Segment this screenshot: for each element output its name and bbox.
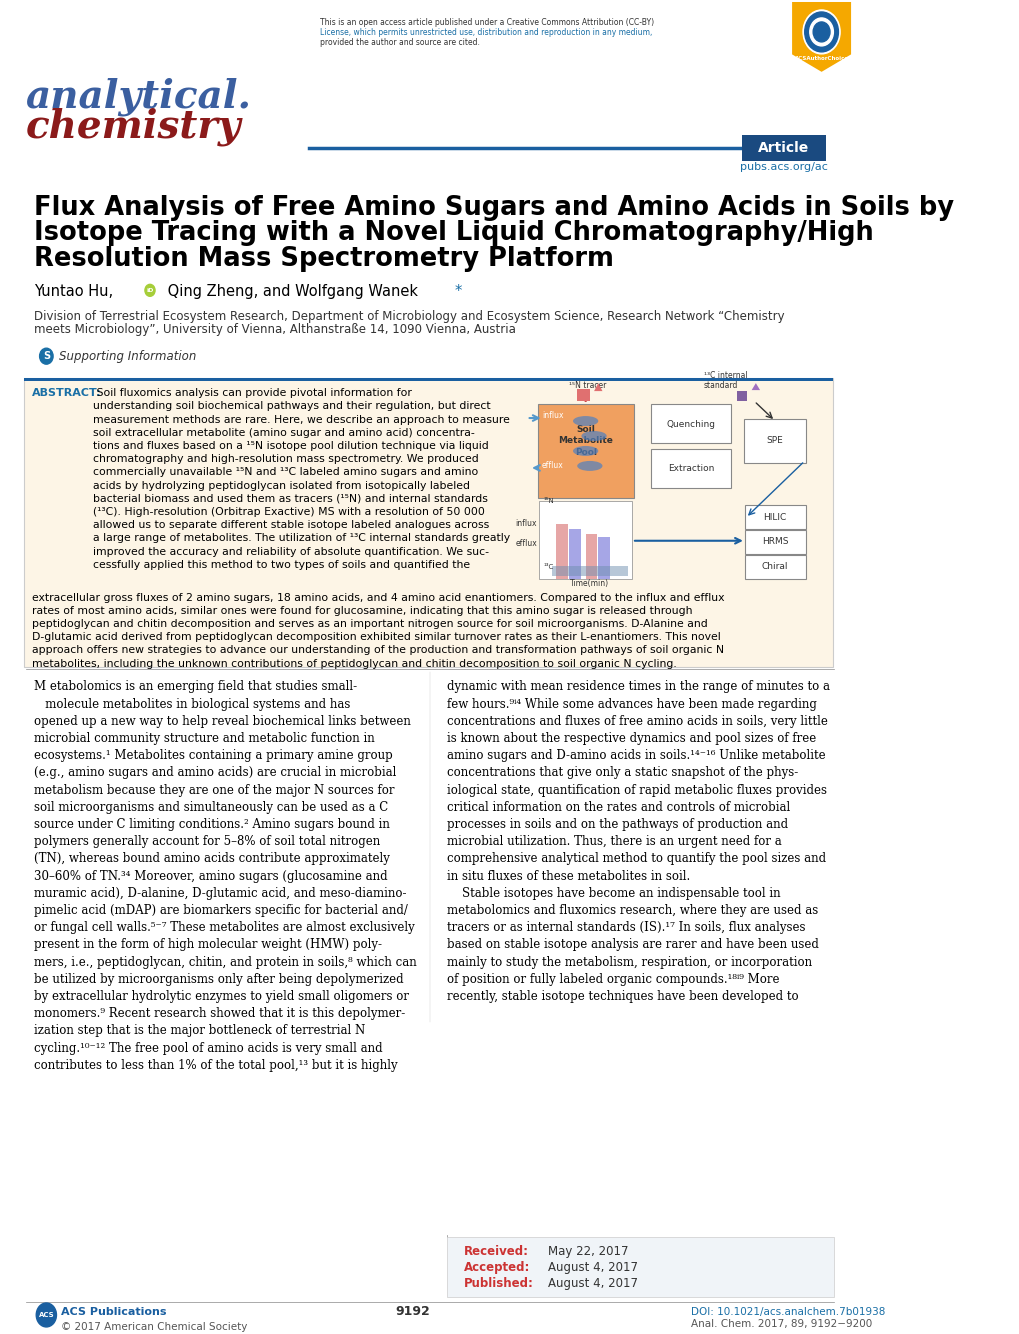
Text: Division of Terrestrial Ecosystem Research, Department of Microbiology and Ecosy: Division of Terrestrial Ecosystem Resear… bbox=[34, 311, 784, 323]
Text: May 22, 2017: May 22, 2017 bbox=[547, 1245, 628, 1258]
Circle shape bbox=[804, 12, 838, 52]
Text: iD: iD bbox=[146, 288, 154, 293]
Bar bbox=[23, 378, 832, 382]
Text: Received:: Received: bbox=[463, 1245, 528, 1258]
Circle shape bbox=[37, 1303, 56, 1327]
Bar bbox=[551, 566, 627, 576]
Text: influx: influx bbox=[516, 519, 537, 528]
Polygon shape bbox=[792, 1, 850, 72]
Bar bbox=[598, 536, 609, 579]
Text: dynamic with mean residence times in the range of minutes to a
few hours.⁹ⁱ⁴ Whi: dynamic with mean residence times in the… bbox=[446, 680, 828, 1003]
Text: ACS: ACS bbox=[39, 1311, 54, 1318]
FancyBboxPatch shape bbox=[446, 1237, 834, 1297]
Text: efflux: efflux bbox=[516, 539, 537, 548]
FancyBboxPatch shape bbox=[651, 450, 730, 488]
Text: efflux: efflux bbox=[541, 462, 564, 470]
Text: Extraction: Extraction bbox=[667, 464, 713, 474]
Text: Published:: Published: bbox=[463, 1277, 533, 1290]
Text: *: * bbox=[454, 284, 462, 299]
Circle shape bbox=[812, 21, 829, 41]
Bar bbox=[737, 391, 747, 402]
Text: Anal. Chem. 2017, 89, 9192−9200: Anal. Chem. 2017, 89, 9192−9200 bbox=[690, 1319, 871, 1329]
FancyBboxPatch shape bbox=[744, 555, 805, 579]
Text: ACS Publications: ACS Publications bbox=[60, 1307, 166, 1317]
Text: provided the author and source are cited.: provided the author and source are cited… bbox=[320, 37, 480, 47]
FancyBboxPatch shape bbox=[651, 404, 730, 443]
Text: Chiral: Chiral bbox=[761, 562, 788, 571]
Text: Supporting Information: Supporting Information bbox=[59, 351, 197, 363]
Text: influx: influx bbox=[541, 411, 562, 420]
Text: Resolution Mass Spectrometry Platform: Resolution Mass Spectrometry Platform bbox=[34, 247, 613, 272]
Text: ACSAuthorChoice: ACSAuthorChoice bbox=[794, 56, 848, 61]
Polygon shape bbox=[593, 383, 602, 391]
Text: Soil
Metabolite
Pool: Soil Metabolite Pool bbox=[557, 426, 612, 456]
Text: License, which permits unrestricted use, distribution and reproduction in any me: License, which permits unrestricted use,… bbox=[320, 28, 652, 37]
Circle shape bbox=[809, 17, 833, 45]
Text: chemistry: chemistry bbox=[25, 108, 240, 147]
Ellipse shape bbox=[573, 446, 598, 456]
FancyBboxPatch shape bbox=[744, 504, 805, 528]
Text: S: S bbox=[43, 351, 50, 362]
FancyBboxPatch shape bbox=[537, 404, 633, 498]
Text: Soil fluxomics analysis can provide pivotal information for
understanding soil b: Soil fluxomics analysis can provide pivo… bbox=[93, 388, 510, 570]
Text: meets Microbiology”, University of Vienna, Althanstraße 14, 1090 Vienna, Austria: meets Microbiology”, University of Vienn… bbox=[34, 323, 515, 336]
Circle shape bbox=[145, 284, 155, 296]
Text: DOI: 10.1021/acs.analchem.7b01938: DOI: 10.1021/acs.analchem.7b01938 bbox=[690, 1307, 884, 1317]
FancyBboxPatch shape bbox=[741, 135, 825, 160]
Text: M etabolomics is an emerging field that studies small-
   molecule metabolites i: M etabolomics is an emerging field that … bbox=[34, 680, 416, 1071]
Text: extracellular gross fluxes of 2 amino sugars, 18 amino acids, and 4 amino acid e: extracellular gross fluxes of 2 amino su… bbox=[32, 592, 723, 668]
Text: HILIC: HILIC bbox=[763, 514, 786, 523]
FancyBboxPatch shape bbox=[743, 419, 806, 463]
Text: ¹⁵N: ¹⁵N bbox=[543, 498, 553, 504]
Ellipse shape bbox=[573, 416, 598, 426]
Circle shape bbox=[802, 9, 840, 53]
Text: 9192: 9192 bbox=[395, 1306, 430, 1318]
Text: Accepted:: Accepted: bbox=[463, 1261, 529, 1274]
Text: Quenching: Quenching bbox=[665, 419, 714, 428]
Text: August 4, 2017: August 4, 2017 bbox=[547, 1261, 637, 1274]
Text: Time(min): Time(min) bbox=[570, 579, 608, 588]
FancyBboxPatch shape bbox=[23, 378, 832, 667]
Text: August 4, 2017: August 4, 2017 bbox=[547, 1277, 637, 1290]
Text: SPE: SPE bbox=[766, 436, 783, 446]
Ellipse shape bbox=[581, 431, 606, 442]
FancyBboxPatch shape bbox=[539, 500, 632, 579]
Bar bbox=[569, 528, 580, 579]
Text: Flux Analysis of Free Amino Sugars and Amino Acids in Soils by: Flux Analysis of Free Amino Sugars and A… bbox=[34, 195, 953, 220]
Bar bbox=[577, 390, 589, 402]
Text: ¹³C: ¹³C bbox=[543, 564, 553, 570]
Text: HRMS: HRMS bbox=[761, 538, 788, 546]
Text: ¹⁵N tracer: ¹⁵N tracer bbox=[569, 382, 605, 390]
Bar bbox=[555, 524, 568, 579]
Text: Qing Zheng, and Wolfgang Wanek: Qing Zheng, and Wolfgang Wanek bbox=[162, 284, 417, 299]
Text: ¹³C internal
standard: ¹³C internal standard bbox=[703, 371, 747, 390]
Text: Isotope Tracing with a Novel Liquid Chromatography/High: Isotope Tracing with a Novel Liquid Chro… bbox=[34, 220, 872, 247]
FancyBboxPatch shape bbox=[744, 530, 805, 554]
Text: This is an open access article published under a Creative Commons Attribution (C: This is an open access article published… bbox=[320, 17, 654, 27]
Text: analytical.: analytical. bbox=[25, 77, 251, 116]
Circle shape bbox=[40, 348, 53, 364]
Text: Yuntao Hu,: Yuntao Hu, bbox=[34, 284, 113, 299]
Text: © 2017 American Chemical Society: © 2017 American Chemical Society bbox=[60, 1322, 247, 1331]
Ellipse shape bbox=[577, 462, 602, 471]
Text: ABSTRACT:: ABSTRACT: bbox=[32, 388, 102, 398]
Polygon shape bbox=[751, 383, 759, 390]
Text: Article: Article bbox=[757, 140, 808, 155]
Bar bbox=[585, 534, 597, 579]
Text: pubs.acs.org/ac: pubs.acs.org/ac bbox=[739, 161, 826, 172]
